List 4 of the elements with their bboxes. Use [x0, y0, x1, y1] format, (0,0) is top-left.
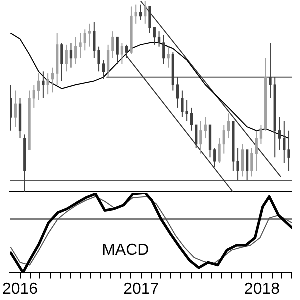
- annotation: MACD: [102, 242, 150, 259]
- x-tick-label: 2018: [244, 280, 280, 298]
- x-tick-label: 2017: [124, 280, 160, 298]
- x-tick-label: 2016: [2, 280, 38, 298]
